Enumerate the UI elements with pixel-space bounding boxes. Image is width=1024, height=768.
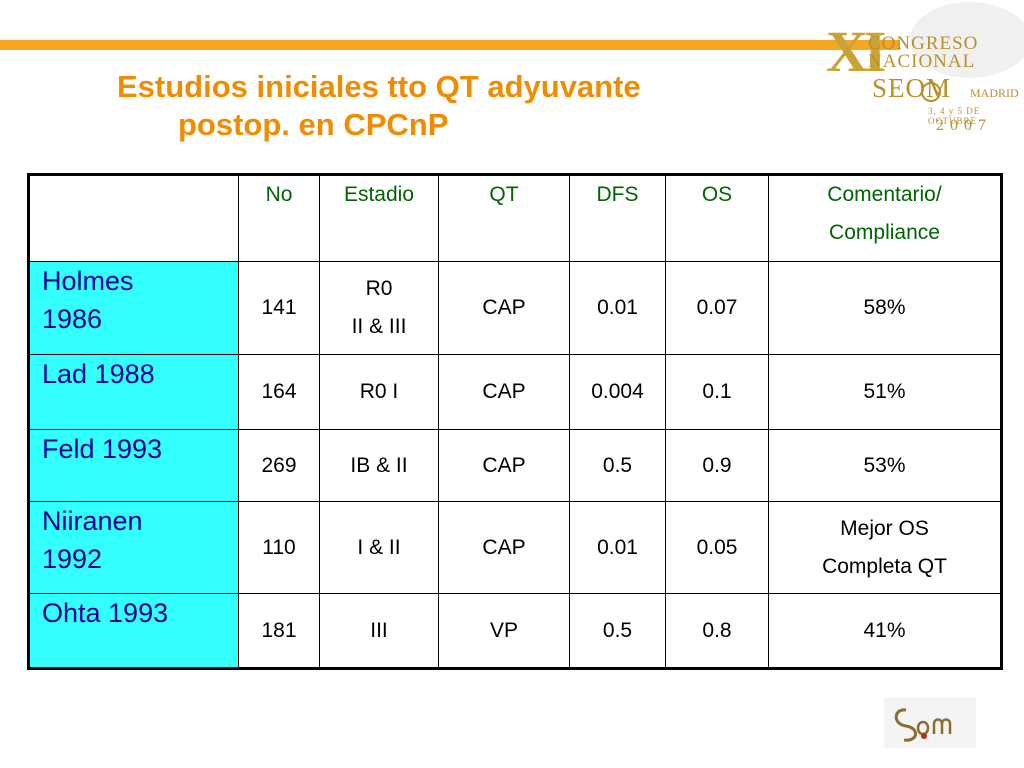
cell-comment: 58%: [768, 261, 1002, 355]
header-comment-line1: Comentario/: [827, 183, 942, 206]
cell-estadio: IB & II: [319, 429, 439, 502]
cell-estadio-line1: R0: [365, 277, 393, 300]
title-line-1: Estudios iniciales tto QT adyuvante: [117, 69, 641, 104]
header-dfs: DFS: [569, 174, 666, 262]
cell-estadio: R0 I: [319, 354, 439, 430]
studies-table: No Estadio QT DFS OS Comentario/ Complia…: [27, 173, 1003, 670]
header-estadio: Estadio: [319, 174, 439, 262]
congress-city: MADRID: [970, 86, 1019, 100]
congress-year: 2007: [936, 117, 992, 134]
congress-logo-decoration: [910, 2, 1024, 102]
cell-no: 164: [238, 354, 320, 430]
table-row: Niiranen 1992 110 I & II CAP 0.01 0.05 M…: [28, 501, 1002, 594]
congress-word: CONGRESO: [868, 33, 979, 54]
congress-nacional-word: NACIONAL: [868, 51, 976, 72]
congress-org: SEOM: [872, 73, 952, 103]
cell-estadio: III: [319, 593, 439, 669]
cell-qt: CAP: [438, 429, 570, 502]
seom-logo: [884, 698, 976, 748]
cell-os: 0.05: [665, 501, 769, 594]
header-qt: QT: [438, 174, 570, 262]
header-comment: Comentario/ Compliance: [768, 174, 1002, 262]
cell-qt: CAP: [438, 501, 570, 594]
congress-roman-numeral: XI: [826, 19, 887, 84]
study-name: Holmes 1986: [28, 261, 239, 355]
table-row: Lad 1988 164 R0 I CAP 0.004 0.1 51%: [28, 354, 1002, 430]
study-name: Ohta 1993: [28, 593, 239, 669]
cell-no: 269: [238, 429, 320, 502]
cell-os: 0.8: [665, 593, 769, 669]
top-accent-rule: [0, 40, 900, 50]
cell-comment-line2: Completa QT: [822, 554, 947, 578]
study-name: Feld 1993: [28, 429, 239, 502]
cell-dfs: 0.004: [569, 354, 666, 430]
cell-qt: CAP: [438, 261, 570, 355]
congress-dates: 3, 4 y 5 DE OCTUBRE: [928, 106, 981, 126]
slide-title: Estudios iniciales tto QT adyuvante post…: [0, 68, 800, 144]
cell-os: 0.07: [665, 261, 769, 355]
congress-logo: XI CONGRESO NACIONAL SEOM MADRID 3, 4 y …: [820, 0, 1024, 150]
cell-comment: 41%: [768, 593, 1002, 669]
cell-dfs: 0.01: [569, 501, 666, 594]
study-name: Niiranen 1992: [28, 501, 239, 594]
table-row: Feld 1993 269 IB & II CAP 0.5 0.9 53%: [28, 429, 1002, 502]
study-name-line2: 1986: [42, 304, 103, 334]
table-row: Holmes 1986 141 R0 II & III CAP 0.01 0.0…: [28, 261, 1002, 355]
cell-comment: 51%: [768, 354, 1002, 430]
cell-qt: CAP: [438, 354, 570, 430]
cell-no: 141: [238, 261, 320, 355]
cell-estadio-line2: II & III: [351, 315, 407, 338]
study-name-line1: Niiranen: [42, 506, 143, 536]
seom-logo-mark: [884, 698, 976, 748]
cell-comment: Mejor OS Completa QT: [768, 501, 1002, 594]
cell-dfs: 0.5: [569, 593, 666, 669]
header-comment-line2: Compliance: [829, 221, 940, 244]
cell-os: 0.1: [665, 354, 769, 430]
cell-dfs: 0.5: [569, 429, 666, 502]
header-blank: [28, 174, 239, 262]
table-header-row: No Estadio QT DFS OS Comentario/ Complia…: [28, 174, 1002, 262]
table-row: Ohta 1993 181 III VP 0.5 0.8 41%: [28, 593, 1002, 669]
cell-dfs: 0.01: [569, 261, 666, 355]
cell-estadio: R0 II & III: [319, 261, 439, 355]
cell-no: 181: [238, 593, 320, 669]
study-name-line2: 1992: [42, 544, 103, 574]
cell-comment-line1: Mejor OS: [840, 516, 929, 540]
header-no: No: [238, 174, 320, 262]
study-name-line1: Holmes: [42, 266, 134, 296]
cell-os: 0.9: [665, 429, 769, 502]
title-line-2: postop. en CPCnP: [178, 107, 449, 142]
cell-estadio: I & II: [319, 501, 439, 594]
study-name: Lad 1988: [28, 354, 239, 430]
cell-comment: 53%: [768, 429, 1002, 502]
header-os: OS: [665, 174, 769, 262]
cell-no: 110: [238, 501, 320, 594]
cell-qt: VP: [438, 593, 570, 669]
